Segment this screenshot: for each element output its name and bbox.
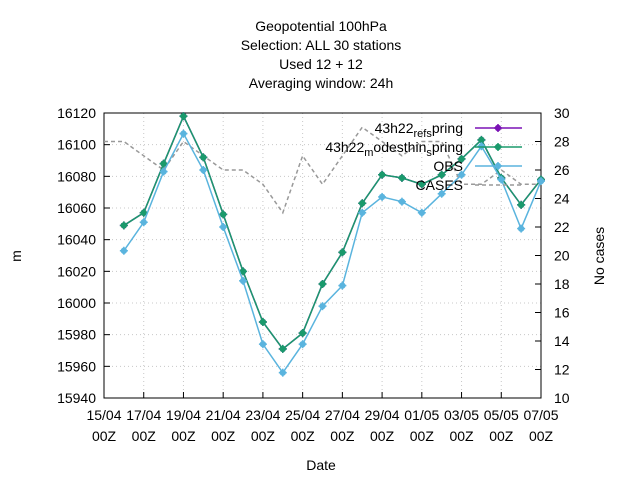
- x-tick-label-time: 00Z: [330, 428, 355, 444]
- legend-label: 43h22modesthinspring: [325, 139, 463, 159]
- legend-label: CASES: [416, 177, 463, 193]
- x-tick-label-time: 00Z: [529, 428, 554, 444]
- y-tick-label: 16120: [57, 105, 96, 121]
- x-tick-label: 01/05: [404, 407, 439, 423]
- y2-tick-label: 28: [554, 134, 570, 150]
- series-line: [123, 114, 542, 350]
- x-tick-label: 03/05: [444, 407, 479, 423]
- x-tick-label: 29/04: [365, 407, 400, 423]
- x-tick-label-time: 00Z: [291, 428, 316, 444]
- x-tick-label: 19/04: [166, 407, 201, 423]
- x-tick-label: 15/04: [86, 407, 121, 423]
- y-tick-label: 16000: [57, 295, 96, 311]
- x-tick-label-time: 00Z: [410, 428, 435, 444]
- title-line: Selection: ALL 30 stations: [241, 37, 402, 53]
- x-tick-label: 27/04: [325, 407, 360, 423]
- x-tick-label: 05/05: [484, 407, 519, 423]
- y-tick-label: 16020: [57, 263, 96, 279]
- y-tick-label: 16100: [57, 137, 96, 153]
- y-tick-label: 15980: [57, 327, 96, 343]
- x-axis-label: Date: [306, 457, 336, 473]
- x-axis: 15/04 00Z 17/04 00Z 19/04 00Z 21/04 00Z 23/04 00Z…: [86, 392, 559, 444]
- y2-tick-label: 18: [554, 276, 570, 292]
- legend-label: OBS: [433, 158, 463, 174]
- y2-axis-label: No cases: [591, 227, 607, 285]
- y2-tick-label: 12: [554, 362, 570, 378]
- grid: [104, 113, 541, 398]
- series-line: [104, 126, 541, 215]
- x-tick-label: 23/04: [245, 407, 280, 423]
- chart-title: Geopotential 100hPa Selection: ALL 30 sta…: [241, 18, 402, 91]
- y-tick-label: 16060: [57, 200, 96, 216]
- x-tick-label: 07/05: [523, 407, 558, 423]
- y-tick-label: 15940: [57, 390, 96, 406]
- y2-tick-label: 16: [554, 305, 570, 321]
- series-obs: [119, 129, 545, 377]
- series-line: [123, 132, 542, 375]
- series-43h22-modesthin-spring: [119, 112, 545, 353]
- y-tick-label: 16080: [57, 168, 96, 184]
- x-tick-label: 21/04: [206, 407, 241, 423]
- x-tick-label-time: 00Z: [171, 428, 196, 444]
- x-tick-label-time: 00Z: [211, 428, 236, 444]
- series: [104, 112, 545, 377]
- y2-tick-label: 22: [554, 219, 570, 235]
- y2-tick-label: 24: [554, 191, 570, 207]
- y-axis-label: m: [8, 250, 24, 262]
- x-tick-label-time: 00Z: [370, 428, 395, 444]
- x-tick-label-time: 00Z: [132, 428, 157, 444]
- y2-tick-label: 10: [554, 390, 570, 406]
- y-axis: 15940 15960 15980 16000 16020 16040 16060 16080…: [57, 105, 110, 406]
- x-tick-label-time: 00Z: [92, 428, 117, 444]
- title-line: Used 12 + 12: [279, 56, 363, 72]
- x-tick-label: 17/04: [126, 407, 161, 423]
- series-cases: [104, 126, 541, 215]
- y-tick-label: 16040: [57, 232, 96, 248]
- y2-tick-label: 30: [554, 105, 570, 121]
- y2-tick-label: 26: [554, 162, 570, 178]
- y2-tick-label: 20: [554, 248, 570, 264]
- x-tick-label-time: 00Z: [449, 428, 474, 444]
- legend-label: 43h22refspring: [375, 120, 463, 140]
- title-line: Averaging window: 24h: [249, 75, 394, 91]
- y2-tick-label: 14: [554, 333, 570, 349]
- y2-axis: 10 12 14 16 18 20 22 24 26 28 30: [535, 105, 570, 406]
- x-tick-label-time: 00Z: [489, 428, 514, 444]
- title-line: Geopotential 100hPa: [255, 18, 387, 34]
- x-tick-label-time: 00Z: [251, 428, 276, 444]
- y-tick-label: 15960: [57, 358, 96, 374]
- x-tick-label: 25/04: [285, 407, 320, 423]
